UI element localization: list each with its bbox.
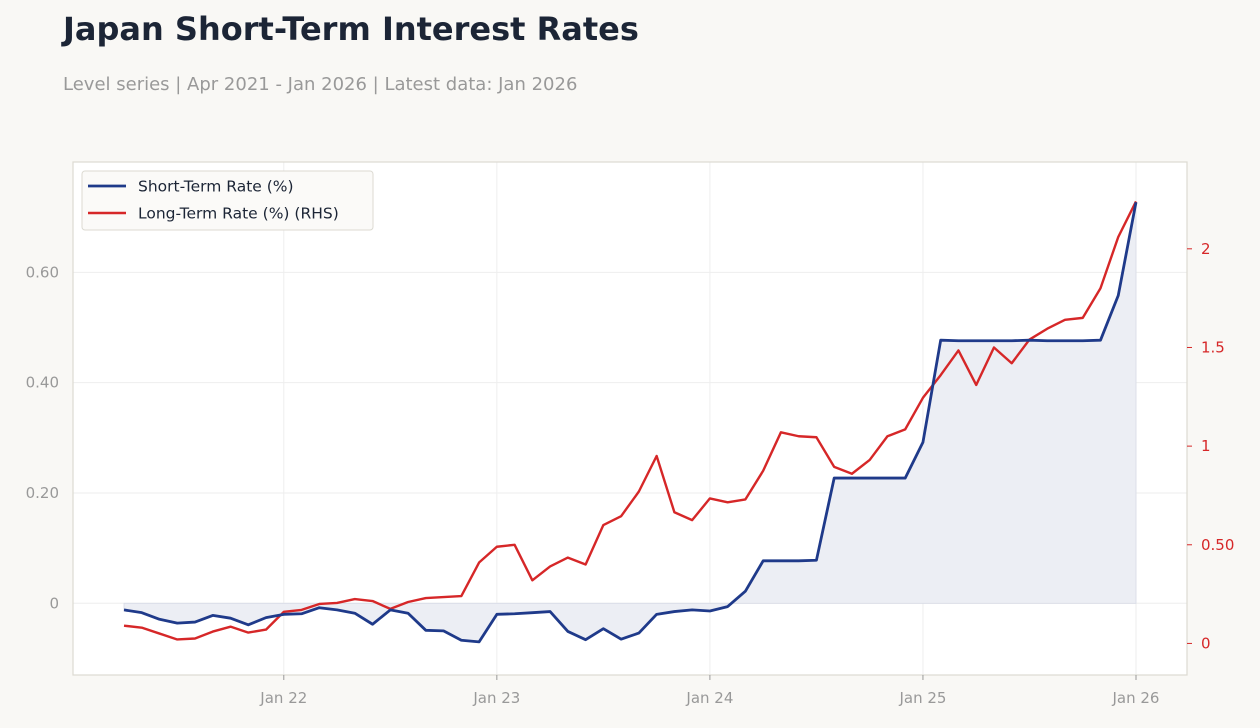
x-tick-label: Jan 24: [685, 689, 733, 707]
plot-frame: [72, 161, 1188, 676]
y-right-tick-label: 1.5: [1201, 338, 1225, 356]
chart-title: Japan Short-Term Interest Rates: [63, 10, 639, 48]
y-right-tick-label: 0: [1201, 634, 1211, 652]
legend-label-short-term: Short-Term Rate (%): [138, 178, 294, 196]
legend: Short-Term Rate (%) Long-Term Rate (%) (R…: [81, 170, 374, 231]
x-tick-label: Jan 25: [898, 689, 946, 707]
long-term-rate-line: [123, 200, 1138, 641]
y-left-tick-label: 0.20: [26, 484, 59, 502]
x-tick-label: Jan 23: [472, 689, 520, 707]
y-left-tick-label: 0.40: [26, 374, 59, 392]
chart-subtitle: Level series | Apr 2021 - Jan 2026 | Lat…: [63, 74, 578, 95]
y-right-tick-label: 0.50: [1201, 536, 1234, 554]
short-term-rate-line: [123, 202, 1138, 644]
x-tick-label: Jan 22: [259, 689, 307, 707]
legend-label-long-term: Long-Term Rate (%) (RHS): [138, 205, 339, 223]
y-left-tick-label: 0.60: [26, 263, 59, 281]
y-left-tick-label: 0: [49, 594, 59, 612]
x-tick-label: Jan 26: [1112, 689, 1160, 707]
y-right-tick-label: 1: [1201, 437, 1211, 455]
legend-box: [81, 170, 374, 231]
y-right-tick-label: 2: [1201, 240, 1211, 258]
